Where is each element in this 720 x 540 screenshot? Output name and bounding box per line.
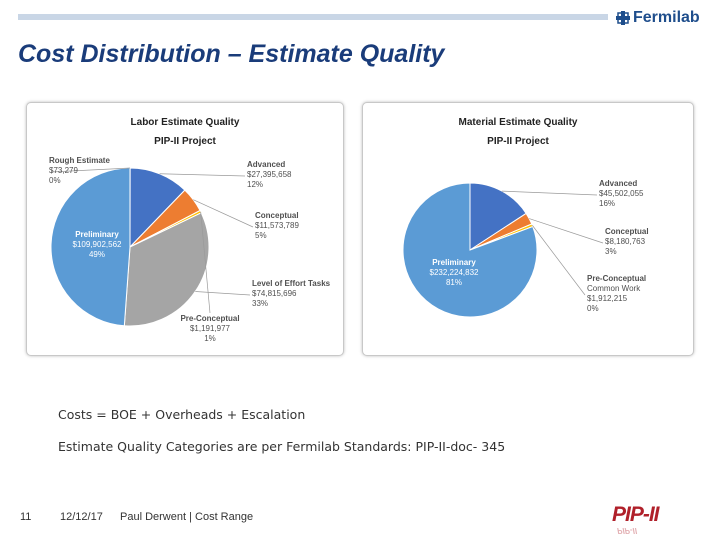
material-pie-chart: Material Estimate Quality PIP-II Project… bbox=[402, 117, 649, 318]
logo-text: Fermilab bbox=[633, 9, 700, 26]
slice-label: Preliminary bbox=[75, 230, 119, 239]
footer-date: 12/12/17 bbox=[60, 511, 103, 523]
slice-label: Level of Effort Tasks bbox=[252, 279, 331, 288]
labor-chart-subtitle: PIP-II Project bbox=[154, 136, 216, 147]
pip-ii-logo: PIP-II bbox=[612, 503, 660, 526]
slice-label: $1,191,977 bbox=[190, 324, 231, 333]
pip-ii-logo-reflection: PIP-II bbox=[617, 526, 638, 535]
slice-label: 16% bbox=[599, 199, 615, 208]
slice-label: 5% bbox=[255, 231, 267, 240]
slice-label: Advanced bbox=[247, 160, 285, 169]
slice-label: Pre-Conceptual bbox=[587, 274, 646, 283]
pie-slice bbox=[50, 167, 131, 327]
pie-slice bbox=[123, 212, 210, 327]
slice-label: 3% bbox=[605, 247, 617, 256]
slice-label: 0% bbox=[49, 176, 61, 185]
slice-label: $73,279 bbox=[49, 166, 78, 175]
leader-line bbox=[531, 225, 586, 296]
slice-label: Rough Estimate bbox=[49, 156, 110, 165]
slice-label: Pre-Conceptual bbox=[180, 314, 239, 323]
slice-label: $11,573,789 bbox=[255, 221, 299, 230]
leader-line bbox=[195, 291, 251, 296]
slice-label: Conceptual bbox=[605, 227, 649, 236]
cost-formula-text: Costs = BOE + Overheads + Escalation bbox=[58, 407, 306, 422]
fermilab-logo: Fermilab bbox=[616, 8, 700, 28]
slice-label: 0% bbox=[587, 304, 599, 313]
footer-author: Paul Derwent | Cost Range bbox=[120, 511, 254, 523]
page-number: 11 bbox=[20, 511, 32, 523]
material-chart-subtitle: PIP-II Project bbox=[487, 136, 549, 147]
slice-label: $232,224,832 bbox=[430, 268, 479, 277]
slice-label: 1% bbox=[204, 334, 216, 343]
slide-title: Cost Distribution – Estimate Quality bbox=[18, 40, 445, 68]
leader-line bbox=[159, 173, 246, 177]
slice-label: 49% bbox=[89, 250, 105, 259]
slice-label: Preliminary bbox=[432, 258, 476, 267]
slice-label: $45,502,055 bbox=[599, 189, 644, 198]
leader-line bbox=[200, 211, 211, 314]
slice-label: Common Work bbox=[587, 284, 641, 293]
material-chart-title: Material Estimate Quality bbox=[459, 117, 578, 128]
pie-slice bbox=[402, 182, 538, 318]
labor-pie-chart: Labor Estimate Quality PIP-II Project Ro… bbox=[49, 117, 331, 343]
labor-chart-panel: Labor Estimate Quality PIP-II Project Ro… bbox=[26, 102, 344, 356]
slice-label: Advanced bbox=[599, 179, 637, 188]
slice-label: 81% bbox=[446, 278, 462, 287]
slice-label: Conceptual bbox=[255, 211, 299, 220]
fermilab-icon bbox=[616, 11, 630, 25]
pie-slice bbox=[129, 167, 186, 249]
leader-line bbox=[529, 218, 604, 244]
leader-line bbox=[501, 190, 598, 196]
slice-label: $109,902,562 bbox=[73, 240, 122, 249]
slice-label: $27,395,658 bbox=[247, 170, 292, 179]
header-bar bbox=[18, 14, 608, 20]
slice-label: $1,912,215 bbox=[587, 294, 628, 303]
slice-label: $8,180,763 bbox=[605, 237, 646, 246]
slice-label: $74,815,696 bbox=[252, 289, 297, 298]
slice-label: 12% bbox=[247, 180, 263, 189]
slice-label: 33% bbox=[252, 299, 268, 308]
leader-line bbox=[193, 199, 254, 228]
material-chart-panel: Material Estimate Quality PIP-II Project… bbox=[362, 102, 694, 356]
standards-text: Estimate Quality Categories are per Ferm… bbox=[58, 439, 506, 454]
leader-line bbox=[50, 167, 131, 173]
labor-chart-title: Labor Estimate Quality bbox=[131, 117, 240, 128]
